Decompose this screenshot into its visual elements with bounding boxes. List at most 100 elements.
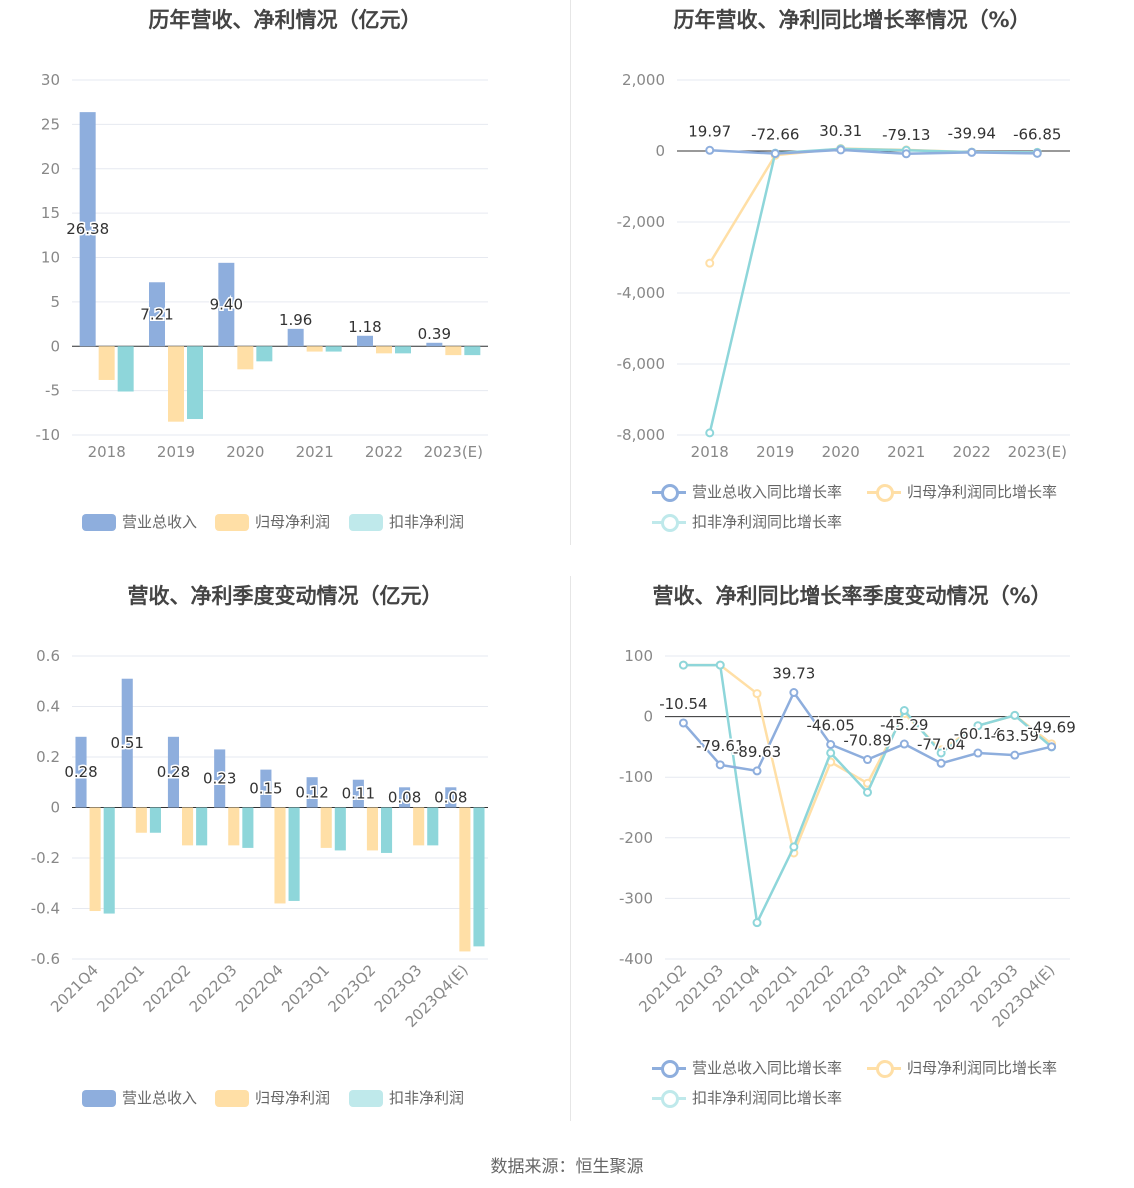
bar — [214, 749, 226, 808]
data-point — [826, 740, 836, 750]
bar — [288, 807, 300, 901]
legend-line-marker — [652, 514, 686, 532]
data-label: 1.96 — [279, 311, 312, 329]
bar — [237, 346, 254, 370]
x-tick-label: 2023(E) — [1008, 443, 1067, 461]
bar — [473, 807, 485, 947]
series-line — [709, 148, 1038, 156]
bar — [334, 807, 346, 851]
legend-item-net-profit[interactable]: 归母净利润 — [215, 1087, 330, 1108]
legend-swatch — [82, 514, 116, 531]
bar — [79, 112, 96, 347]
x-tick-label: 2018 — [691, 443, 729, 461]
x-tick-label: 2021 — [296, 443, 334, 461]
panel-quarterly: 营收、净利季度变动情况（亿元） 0.6 0.4 0.2 0 -0.2 -0.4 -0.6 20… — [0, 576, 570, 1136]
legend-item-revenue-growth[interactable]: 营业总收入同比增长率 — [652, 1057, 842, 1078]
bar — [287, 328, 304, 347]
bar — [395, 346, 411, 354]
y-tick-label: 0 — [643, 708, 653, 726]
legend-label: 扣非净利润 — [389, 513, 465, 531]
chart-title: 营收、净利季度变动情况（亿元） — [127, 584, 443, 608]
y-tick-label: -200 — [619, 829, 653, 847]
data-point — [752, 766, 762, 776]
bar — [459, 807, 471, 952]
y-tick-label: -6,000 — [617, 355, 665, 373]
y-tick-label: -100 — [619, 768, 653, 786]
data-point — [770, 149, 780, 159]
legend-label: 营业总收入 — [122, 1089, 198, 1107]
data-label: -79.13 — [882, 126, 930, 144]
data-point — [705, 145, 715, 155]
y-tick-label: -0.4 — [31, 900, 60, 918]
data-label: 0.28 — [157, 763, 190, 781]
data-point — [863, 755, 872, 765]
data-label: -60.14 — [954, 725, 1002, 743]
legend-item-deducted[interactable]: 扣非净利润 — [349, 1087, 464, 1108]
data-label: -77.04 — [917, 735, 965, 753]
data-label: -79.61 — [696, 737, 744, 755]
legend-item-revenue-growth[interactable]: 营业总收入同比增长率 — [652, 481, 842, 502]
y-tick-label: -8,000 — [617, 426, 665, 444]
data-point — [715, 760, 725, 770]
bar — [413, 807, 425, 846]
y-tick-label: 0 — [50, 799, 60, 817]
legend-label: 归母净利润同比增长率 — [907, 1059, 1058, 1077]
series-line — [708, 147, 1038, 434]
bar — [306, 777, 318, 808]
data-point — [789, 688, 799, 698]
panel-annual-growth: 历年营收、净利同比增长率情况（%） 2,000 0 -2,000 -4,000 -6,0… — [570, 0, 1134, 570]
data-label: 39.73 — [772, 665, 815, 683]
legend-item-net-profit-growth[interactable]: 归母净利润同比增长率 — [867, 1057, 1057, 1078]
data-label: 30.31 — [819, 122, 862, 140]
chart-quarterly-growth: 1000-100-200-300-4002021Q22021Q32021Q420… — [619, 647, 1077, 1031]
chart-annual: 30 25 20 15 10 5 0 -5 -10 2018 2019 2020 2021 2022 202… — [36, 71, 488, 461]
y-tick-label: 0.4 — [36, 698, 60, 716]
data-label: -63.59 — [991, 727, 1039, 745]
y-tick-label: -0.6 — [31, 950, 60, 968]
data-label: 1.18 — [348, 318, 381, 336]
bar — [357, 335, 373, 347]
data-label: 0.12 — [295, 783, 328, 801]
bar — [380, 807, 393, 853]
bar — [121, 678, 133, 808]
chart-quarterly: 0.6 0.4 0.2 0 -0.2 -0.4 -0.62021Q42022Q12022Q2… — [31, 647, 488, 1031]
bar — [427, 807, 439, 846]
data-point — [836, 145, 846, 155]
legend-item-deducted[interactable]: 扣非净利润 — [349, 511, 464, 532]
data-point — [973, 721, 983, 731]
data-point — [752, 918, 762, 928]
x-tick-label: 2023Q2 — [324, 961, 379, 1016]
data-label: -49.69 — [1027, 719, 1075, 737]
data-label: -46.05 — [807, 717, 855, 735]
y-tick-label: 25 — [41, 115, 60, 133]
data-point — [715, 660, 725, 670]
legend-item-deducted-growth[interactable]: 扣非净利润同比增长率 — [652, 511, 842, 532]
y-tick-label: 100 — [624, 647, 653, 665]
y-tick-label: 0.6 — [36, 647, 60, 665]
x-tick-label: 2022Q4 — [232, 961, 287, 1016]
legend-label: 归母净利润 — [255, 513, 331, 531]
data-point — [1010, 750, 1020, 760]
legend-line-marker — [652, 1090, 686, 1108]
data-point — [973, 748, 983, 758]
legend-label: 扣非净利润同比增长率 — [692, 1089, 843, 1107]
bar — [242, 807, 254, 848]
bar — [445, 346, 462, 356]
x-tick-label: 2022Q3 — [186, 961, 241, 1016]
y-tick-label: 15 — [41, 204, 60, 222]
legend-item-revenue[interactable]: 营业总收入 — [82, 1087, 197, 1108]
legend-label: 归母净利润 — [255, 1089, 331, 1107]
bar — [306, 346, 323, 352]
data-label: -66.85 — [1013, 125, 1061, 143]
legend-item-deducted-growth[interactable]: 扣非净利润同比增长率 — [652, 1087, 842, 1108]
bar — [399, 787, 411, 808]
x-tick-label: 2023Q1 — [278, 961, 333, 1016]
legend-swatch — [215, 514, 249, 531]
legend-label: 归母净利润同比增长率 — [907, 483, 1058, 501]
legend-item-net-profit-growth[interactable]: 归母净利润同比增长率 — [867, 481, 1057, 502]
legend-item-revenue[interactable]: 营业总收入 — [82, 511, 197, 532]
bar — [366, 807, 378, 851]
data-label: -10.54 — [659, 695, 707, 713]
legend-item-net-profit[interactable]: 归母净利润 — [215, 511, 330, 532]
legend-label: 营业总收入 — [122, 513, 198, 531]
